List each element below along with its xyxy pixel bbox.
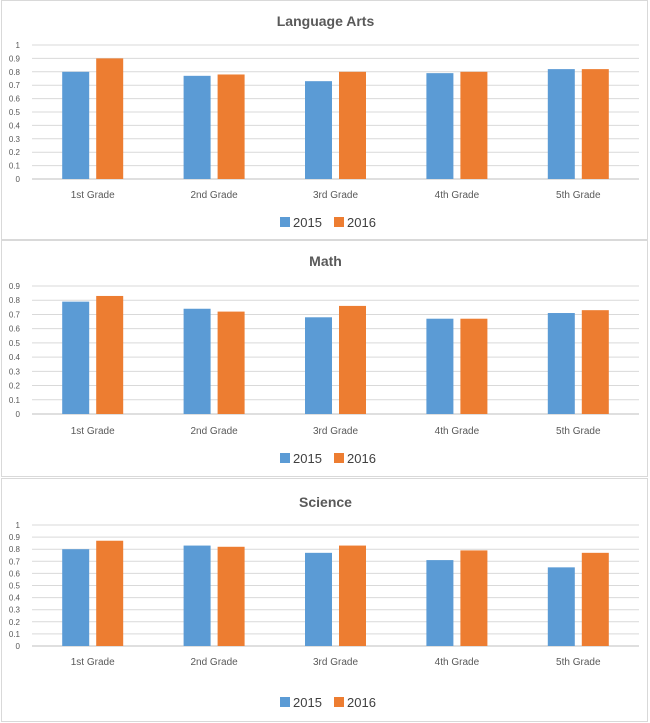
legend-label-2015: 2015 bbox=[293, 695, 322, 710]
y-tick-label: 0.3 bbox=[9, 135, 21, 144]
bar-2015-5th-grade bbox=[547, 313, 575, 414]
bar-2015-2nd-grade bbox=[183, 75, 211, 179]
legend-swatch-2015 bbox=[280, 453, 290, 463]
y-tick-label: 0.7 bbox=[9, 310, 21, 319]
y-tick-label: 0.7 bbox=[9, 557, 21, 566]
chart-panel-math: Math 0 0.1 0.2 0.3 0.4 0.5 0.6 0.7 0.8 0.9 1st Grad… bbox=[1, 240, 648, 477]
x-category-label: 5th Grade bbox=[556, 657, 601, 668]
y-tick-label: 0.5 bbox=[9, 108, 21, 117]
legend-swatch-2016 bbox=[334, 217, 344, 227]
bar-2015-1st-grade bbox=[62, 549, 90, 646]
y-tick-label: 0.5 bbox=[9, 582, 21, 591]
y-tick-label: 0.5 bbox=[9, 339, 21, 348]
bar-2016-4th-grade bbox=[460, 71, 488, 179]
bar-2015-1st-grade bbox=[62, 301, 90, 414]
y-tick-label: 0.8 bbox=[9, 68, 21, 77]
bar-2015-4th-grade bbox=[426, 318, 454, 414]
bar-2016-1st-grade bbox=[96, 540, 124, 646]
legend-label-2015: 2015 bbox=[293, 215, 322, 230]
y-tick-label: 0.2 bbox=[9, 382, 21, 391]
bar-2016-5th-grade bbox=[581, 310, 609, 414]
legend-swatch-2016 bbox=[334, 453, 344, 463]
y-tick-label: 0 bbox=[16, 642, 21, 651]
x-category-label: 3rd Grade bbox=[313, 190, 358, 201]
bar-2016-3rd-grade bbox=[339, 71, 366, 179]
y-tick-label: 0.6 bbox=[9, 569, 21, 578]
y-tick-label: 0.2 bbox=[9, 618, 21, 627]
bar-2016-5th-grade bbox=[581, 552, 609, 646]
chart-svg-science: Science 0 0.1 0.2 0.3 0.4 0.5 0.6 0.7 0.8 0.9 1 1st … bbox=[9, 494, 639, 710]
bar-2016-2nd-grade bbox=[217, 74, 245, 179]
legend-label-2016: 2016 bbox=[347, 451, 376, 466]
y-tick-label: 0 bbox=[16, 410, 21, 419]
bar-2015-5th-grade bbox=[547, 69, 575, 179]
bar-2016-4th-grade bbox=[460, 318, 488, 414]
y-tick-label: 0.8 bbox=[9, 545, 21, 554]
y-tick-label: 0.6 bbox=[9, 95, 21, 104]
bar-2016-3rd-grade bbox=[339, 305, 366, 414]
x-category-label: 2nd Grade bbox=[190, 426, 238, 437]
x-category-label: 2nd Grade bbox=[190, 657, 238, 668]
y-tick-label: 0.1 bbox=[9, 162, 21, 171]
y-tick-label: 0.7 bbox=[9, 81, 21, 90]
y-tick-label: 0.9 bbox=[9, 54, 21, 63]
legend-label-2016: 2016 bbox=[347, 695, 376, 710]
bar-2016-1st-grade bbox=[96, 295, 124, 414]
y-tick-label: 0.9 bbox=[9, 282, 21, 291]
bar-2015-2nd-grade bbox=[183, 308, 211, 414]
bar-2016-4th-grade bbox=[460, 550, 488, 646]
x-category-label: 1st Grade bbox=[71, 190, 115, 201]
x-category-label: 3rd Grade bbox=[313, 426, 358, 437]
legend-label-2015: 2015 bbox=[293, 451, 322, 466]
y-tick-label: 0.3 bbox=[9, 367, 21, 376]
chart-svg-math: Math 0 0.1 0.2 0.3 0.4 0.5 0.6 0.7 0.8 0.9 1st Grad… bbox=[9, 253, 639, 466]
y-tick-label: 0.1 bbox=[9, 630, 21, 639]
bar-2016-3rd-grade bbox=[339, 545, 366, 646]
bar-2015-3rd-grade bbox=[305, 317, 332, 414]
chart-title: Language Arts bbox=[277, 13, 375, 29]
x-category-label: 4th Grade bbox=[435, 657, 480, 668]
chart-title: Math bbox=[309, 253, 342, 269]
legend-swatch-2015 bbox=[280, 217, 290, 227]
y-tick-label: 0.4 bbox=[9, 594, 21, 603]
x-category-label: 1st Grade bbox=[71, 426, 115, 437]
y-tick-label: 1 bbox=[16, 41, 21, 50]
y-tick-label: 0.8 bbox=[9, 296, 21, 305]
bar-2015-4th-grade bbox=[426, 560, 454, 646]
chart-panel-science: Science 0 0.1 0.2 0.3 0.4 0.5 0.6 0.7 0.8 0.9 1 1st … bbox=[1, 478, 648, 722]
y-tick-label: 0.4 bbox=[9, 121, 21, 130]
bar-2016-1st-grade bbox=[96, 58, 124, 179]
bar-2015-5th-grade bbox=[547, 567, 575, 646]
y-tick-label: 0.2 bbox=[9, 148, 21, 157]
x-category-label: 2nd Grade bbox=[190, 190, 238, 201]
bar-2015-1st-grade bbox=[62, 71, 90, 179]
bar-2015-4th-grade bbox=[426, 73, 454, 179]
chart-svg-language-arts: Language Arts 0 0.1 0.2 0.3 0.4 0.5 0.6 0.7 0.8 0.… bbox=[9, 13, 639, 230]
x-category-label: 5th Grade bbox=[556, 426, 601, 437]
y-tick-label: 0.6 bbox=[9, 325, 21, 334]
x-category-label: 5th Grade bbox=[556, 190, 601, 201]
y-tick-label: 0 bbox=[16, 175, 21, 184]
x-category-label: 3rd Grade bbox=[313, 657, 358, 668]
x-category-label: 1st Grade bbox=[71, 657, 115, 668]
chart-title: Science bbox=[299, 494, 352, 510]
x-category-label: 4th Grade bbox=[435, 426, 480, 437]
bar-2016-5th-grade bbox=[581, 69, 609, 179]
bar-2016-2nd-grade bbox=[217, 546, 245, 646]
y-tick-label: 0.1 bbox=[9, 396, 21, 405]
bar-2015-2nd-grade bbox=[183, 545, 211, 646]
chart-panel-language-arts: Language Arts 0 0.1 0.2 0.3 0.4 0.5 0.6 0.7 0.8 0.… bbox=[1, 0, 648, 240]
legend-label-2016: 2016 bbox=[347, 215, 376, 230]
legend-swatch-2015 bbox=[280, 697, 290, 707]
y-tick-label: 0.4 bbox=[9, 353, 21, 362]
y-tick-label: 0.9 bbox=[9, 533, 21, 542]
bar-2015-3rd-grade bbox=[305, 81, 332, 179]
bar-2015-3rd-grade bbox=[305, 552, 332, 646]
legend-swatch-2016 bbox=[334, 697, 344, 707]
bar-2016-2nd-grade bbox=[217, 311, 245, 414]
y-tick-label: 1 bbox=[16, 521, 21, 530]
y-tick-label: 0.3 bbox=[9, 606, 21, 615]
x-category-label: 4th Grade bbox=[435, 190, 480, 201]
